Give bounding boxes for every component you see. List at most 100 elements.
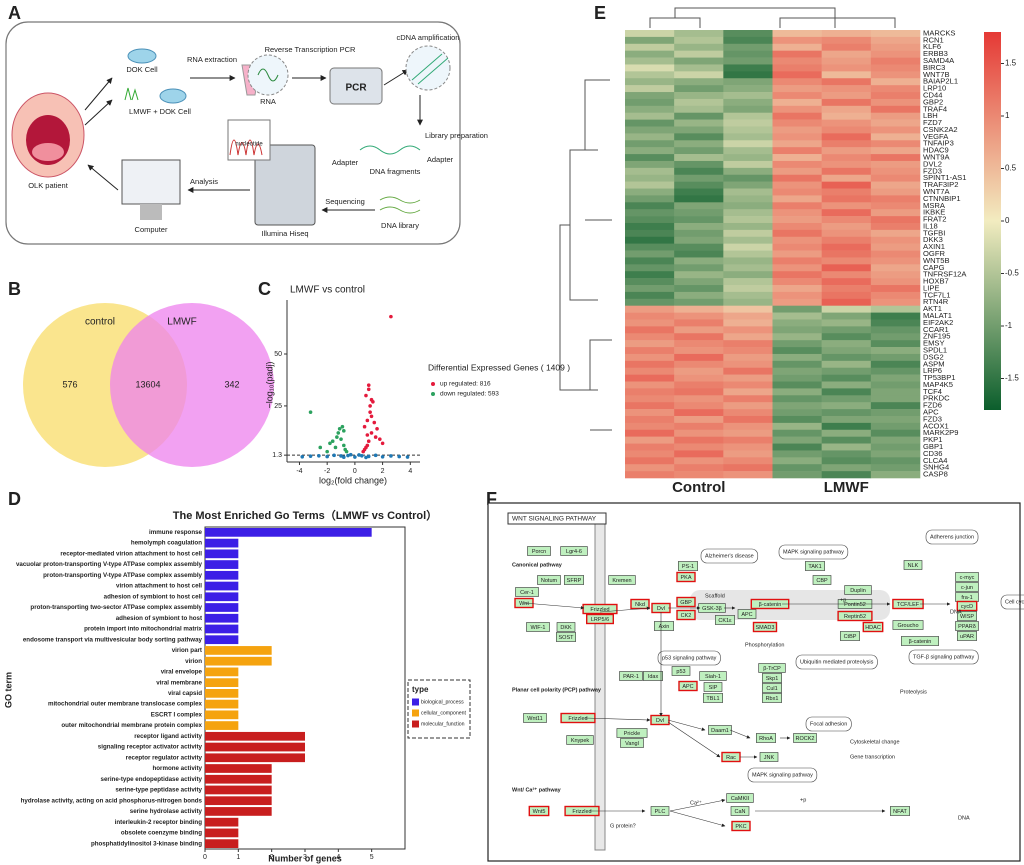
heat-cell: [723, 92, 773, 100]
heat-cell: [870, 250, 921, 258]
panel-letter: A: [8, 3, 21, 23]
point: [375, 426, 379, 431]
heat-cell: [870, 147, 921, 155]
heat-cell: [870, 92, 921, 100]
y-tick-label: 1.3: [272, 452, 282, 459]
pathway-node-label: RhoA: [759, 736, 773, 742]
workflow-label: nucleotide: [235, 142, 263, 148]
legend-swatch: [412, 698, 419, 706]
pathway-node-label: Rbx1: [766, 696, 779, 702]
row-label: FZD7: [923, 118, 942, 127]
y-tick-label: obsolete coenzyme binding: [121, 830, 202, 837]
heat-cell: [821, 326, 872, 334]
heat-cell: [723, 409, 773, 417]
venn-set: [110, 303, 274, 467]
pathway-node-label: β-TrCP: [763, 666, 781, 672]
pathway-node: [862, 621, 884, 633]
row-label: LIPE: [923, 283, 939, 292]
pathway-note: Focal adhesion: [810, 721, 847, 727]
heat-cell: [870, 450, 921, 458]
point: [325, 454, 329, 459]
heat-cell: [674, 236, 724, 244]
heat-cell: [772, 71, 822, 79]
pathway-node-label: SMAD3: [756, 625, 775, 631]
arrow: [383, 69, 409, 86]
heat-cell: [625, 374, 675, 382]
heat-cell: [674, 167, 724, 176]
heat-cell: [870, 160, 921, 169]
heat-cell: [772, 326, 822, 334]
pathway-note: TGF-β signaling pathway: [913, 654, 974, 660]
heat-cell: [625, 291, 675, 300]
y-tick-label: signaling receptor activator activity: [98, 744, 203, 751]
y-tick-label: outer mitochondrial membrane protein com…: [61, 722, 202, 729]
row-dendrogram: [559, 79, 612, 431]
heat-cell: [674, 174, 724, 182]
pathway-title-box: [507, 512, 607, 525]
heat-cell: [723, 202, 773, 210]
pathway-node-label: DKK: [560, 625, 572, 631]
heat-cell: [723, 450, 773, 458]
pathway-node-label: CaMKII: [731, 796, 750, 802]
point: [368, 404, 372, 408]
point: [333, 445, 338, 450]
heat-cell: [625, 112, 675, 120]
heat-cell: [723, 140, 773, 148]
heat-cell: [625, 422, 675, 431]
heat-cell: [821, 209, 872, 217]
workflow-label: DNA fragments: [370, 167, 421, 176]
heat-cell: [674, 92, 724, 100]
heat-cell: [772, 443, 822, 451]
heat-cell: [723, 85, 773, 93]
heat-cell: [723, 298, 773, 306]
y-tick-label: serine-type endopeptidase activity: [101, 776, 203, 783]
colorbar-tick-label: -1.5: [1005, 374, 1019, 383]
point: [342, 443, 346, 448]
heat-cell: [870, 312, 921, 320]
pathway-node: [560, 546, 588, 556]
pathway-note: DNA: [950, 609, 962, 615]
row-label: HDAC9: [923, 146, 949, 155]
pathway-node: [586, 613, 615, 625]
heat-cell: [772, 409, 822, 417]
pathway-node-label: Porcn: [532, 549, 546, 555]
heat-cell: [772, 374, 822, 382]
y-tick-label: virion: [185, 658, 202, 665]
heat-cell: [821, 285, 872, 293]
heat-cell: [723, 381, 773, 389]
heat-cell: [772, 105, 822, 114]
heat-cell: [625, 154, 675, 162]
point: [389, 454, 393, 458]
heat-cell: [723, 174, 773, 182]
heat-cell: [772, 195, 822, 203]
legend-label: down regulated: 593: [440, 391, 499, 398]
pathway-node-label: Dvl: [656, 718, 664, 724]
point: [368, 410, 372, 414]
heat-cell: [674, 126, 724, 134]
colorbar-tick-label: 1: [1005, 111, 1010, 120]
row-label: KLF6: [923, 42, 941, 51]
heat-cell: [674, 229, 724, 238]
pathway-node-label: Idax: [648, 674, 659, 680]
pathway-link-box: [1000, 594, 1024, 610]
point: [328, 441, 332, 446]
heat-cell: [870, 326, 921, 334]
heat-cell: [870, 229, 921, 238]
legend-label: up regulated: 816: [440, 381, 491, 388]
heat-cell: [723, 229, 773, 238]
bar: [205, 753, 305, 763]
heat-cell: [674, 112, 724, 120]
heat-cell: [625, 140, 675, 148]
heat-cell: [772, 57, 822, 65]
colorbar: [984, 32, 1001, 410]
heat-cell: [821, 360, 872, 369]
heat-cell: [821, 457, 872, 465]
point: [366, 387, 371, 392]
heat-cell: [723, 133, 773, 141]
heat-cell: [772, 36, 822, 45]
bar: [205, 656, 272, 666]
y-tick-label: receptor-mediated virion attachment to h…: [60, 550, 202, 557]
heat-cell: [821, 450, 872, 458]
heat-cell: [723, 154, 773, 162]
heat-cell: [821, 353, 872, 362]
